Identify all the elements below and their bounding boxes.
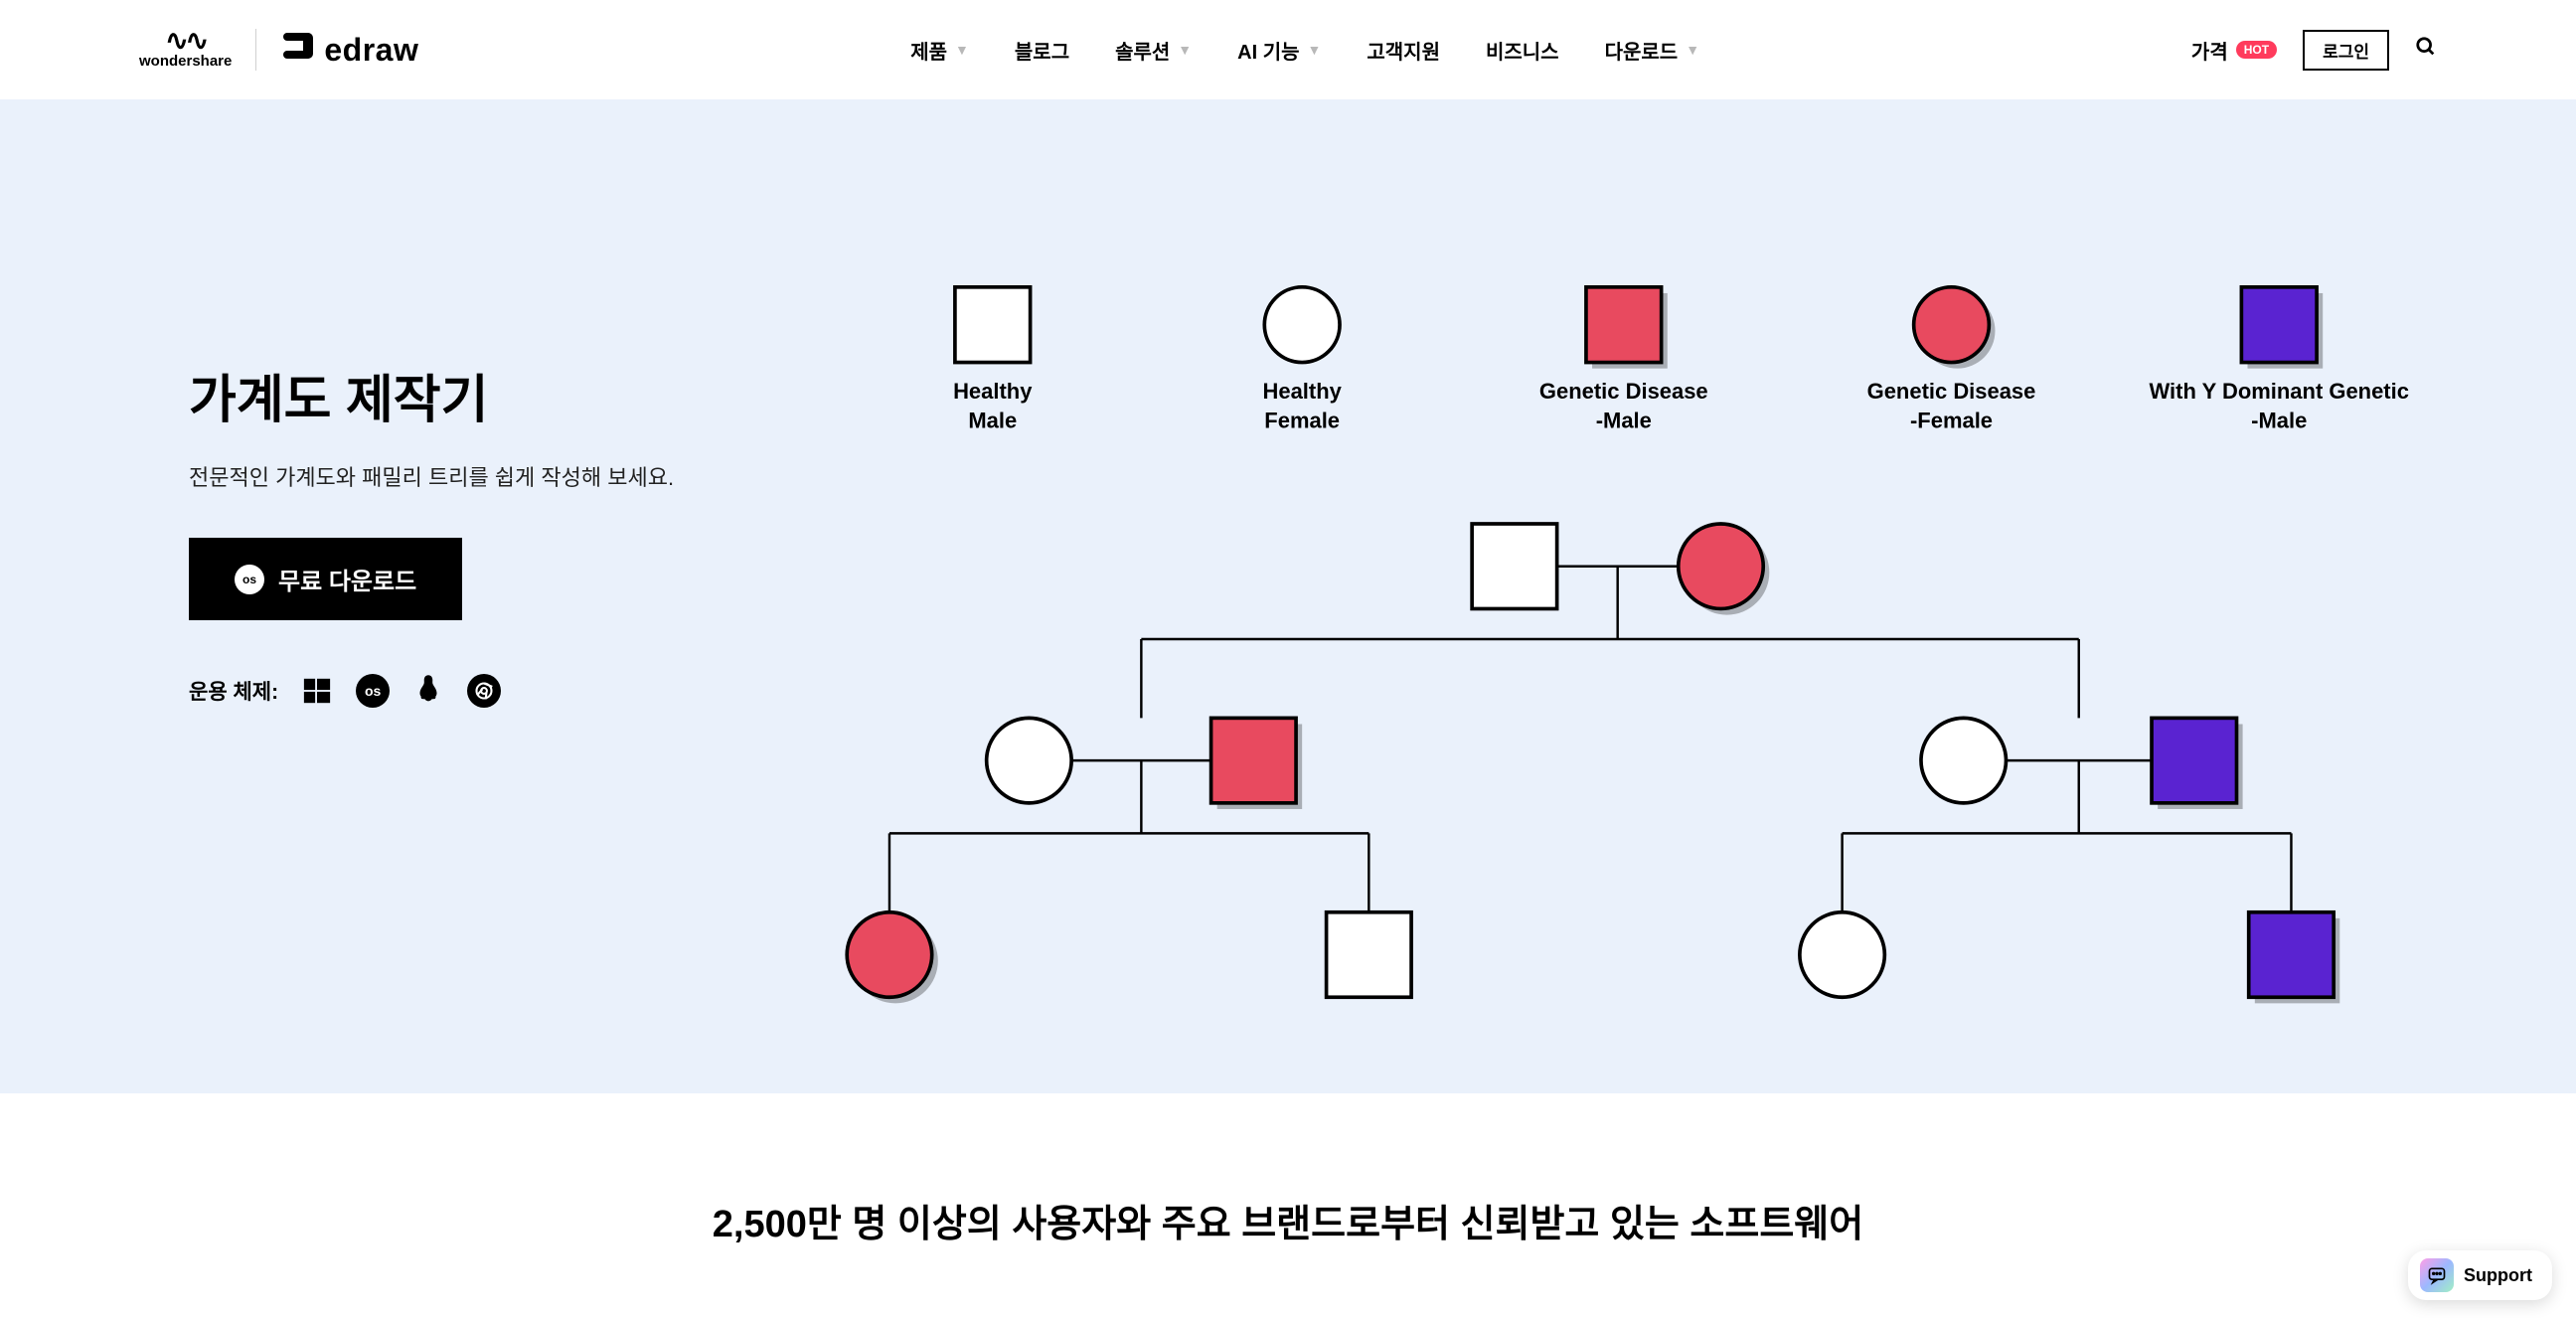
nav-item-label: 고객지원: [1367, 36, 1440, 65]
svg-text:With Y Dominant Genetic: With Y Dominant Genetic: [2150, 379, 2409, 404]
nav-item-2[interactable]: 솔루션 ▼: [1115, 36, 1192, 65]
nav-item-0[interactable]: 제품 ▼: [910, 36, 969, 65]
svg-text:-Male: -Male: [2251, 409, 2307, 433]
support-label: Support: [2464, 1265, 2532, 1286]
chrome-icon[interactable]: [467, 674, 501, 708]
windows-icon[interactable]: [300, 674, 334, 708]
svg-text:Genetic Disease: Genetic Disease: [1867, 379, 2036, 404]
hero-section: 가계도 제작기 전문적인 가계도와 패밀리 트리를 쉽게 작성해 보세요. os…: [0, 99, 2576, 1093]
nav-item-label: 블로그: [1015, 36, 1069, 65]
hero-diagram: Healthy Male Healthy Female Genetic Disease -…: [835, 239, 2437, 1093]
nav-item-label: 제품: [910, 36, 947, 65]
login-button[interactable]: 로그인: [2303, 30, 2389, 71]
nav-item-5[interactable]: 비즈니스: [1486, 36, 1559, 65]
os-label: 운용 체제:: [189, 676, 278, 706]
svg-text:Healthy: Healthy: [1262, 379, 1342, 404]
main-nav: 제품 ▼ 블로그 솔루션 ▼ AI 기능 ▼ 고객지원 비즈니스 다운로드 ▼: [910, 36, 1699, 65]
support-widget[interactable]: Support: [2408, 1250, 2552, 1300]
logo-divider: [255, 29, 256, 71]
os-row: 운용 체제: os: [189, 674, 795, 708]
wondershare-logo[interactable]: ∿∿ wondershare: [139, 30, 232, 69]
wondershare-text: wondershare: [139, 53, 232, 70]
nav-item-label: AI 기능: [1237, 36, 1299, 65]
svg-text:-Female: -Female: [1910, 409, 1993, 433]
nav-item-label: 비즈니스: [1486, 36, 1559, 65]
chevron-down-icon: ▼: [1686, 42, 1699, 58]
macos-icon-2[interactable]: os: [356, 674, 390, 708]
svg-text:Female: Female: [1264, 409, 1340, 433]
support-chat-icon: [2420, 1258, 2454, 1292]
nav-item-4[interactable]: 고객지원: [1367, 36, 1440, 65]
chevron-down-icon: ▼: [955, 42, 969, 58]
edraw-logo[interactable]: edraw: [280, 28, 418, 73]
wondershare-mark: ∿∿: [165, 30, 206, 52]
nav-price[interactable]: 가격 HOT: [2191, 36, 2277, 65]
nav-item-label: 다운로드: [1605, 36, 1679, 65]
edraw-mark: [280, 28, 316, 73]
hero-copy: 가계도 제작기 전문적인 가계도와 패밀리 트리를 쉽게 작성해 보세요. os…: [189, 239, 795, 708]
genogram-svg: Healthy Male Healthy Female Genetic Disease -…: [835, 239, 2437, 1088]
hero-title: 가계도 제작기: [189, 358, 795, 432]
download-button[interactable]: os 무료 다운로드: [189, 538, 462, 620]
linux-icon[interactable]: [411, 674, 445, 708]
download-button-label: 무료 다운로드: [278, 562, 416, 596]
svg-text:Male: Male: [968, 409, 1017, 433]
search-icon[interactable]: [2415, 36, 2437, 64]
nav-item-6[interactable]: 다운로드 ▼: [1605, 36, 1699, 65]
trust-headline: 2,500만 명 이상의 사용자와 주요 브랜드로부터 신뢰받고 있는 소프트웨…: [0, 1193, 2576, 1247]
svg-text:-Male: -Male: [1596, 409, 1652, 433]
chevron-down-icon: ▼: [1308, 42, 1322, 58]
nav-price-label: 가격: [2191, 36, 2228, 65]
svg-text:Healthy: Healthy: [953, 379, 1033, 404]
logo-group: ∿∿ wondershare edraw: [139, 28, 418, 73]
hot-badge: HOT: [2236, 41, 2277, 59]
edraw-text: edraw: [324, 32, 418, 69]
nav-item-3[interactable]: AI 기능 ▼: [1237, 36, 1321, 65]
nav-item-1[interactable]: 블로그: [1015, 36, 1069, 65]
site-header: ∿∿ wondershare edraw 제품 ▼ 블로그 솔루션 ▼ AI 기능 ▼ 고객지…: [0, 0, 2576, 99]
hero-subtitle: 전문적인 가계도와 패밀리 트리를 쉽게 작성해 보세요.: [189, 460, 795, 492]
nav-item-label: 솔루션: [1115, 36, 1170, 65]
macos-icon: os: [235, 565, 264, 594]
nav-right: 가격 HOT 로그인: [2191, 30, 2437, 71]
trust-section: 2,500만 명 이상의 사용자와 주요 브랜드로부터 신뢰받고 있는 소프트웨…: [0, 1093, 2576, 1287]
svg-text:Genetic Disease: Genetic Disease: [1539, 379, 1708, 404]
chevron-down-icon: ▼: [1178, 42, 1192, 58]
